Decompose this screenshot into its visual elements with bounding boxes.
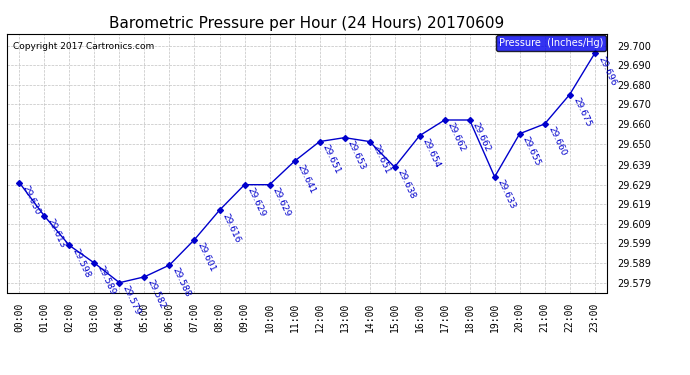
Text: 29.675: 29.675	[571, 96, 593, 128]
Text: 29.651: 29.651	[371, 143, 393, 175]
Text: 29.613: 29.613	[46, 217, 68, 250]
Text: 29.662: 29.662	[471, 122, 493, 154]
Text: 29.641: 29.641	[296, 162, 317, 195]
Text: 29.630: 29.630	[21, 184, 42, 216]
Text: 29.588: 29.588	[171, 267, 193, 299]
Text: 29.589: 29.589	[96, 264, 117, 297]
Text: 29.638: 29.638	[396, 168, 417, 201]
Text: 29.601: 29.601	[196, 241, 217, 273]
Text: 29.633: 29.633	[496, 178, 518, 211]
Legend: Pressure  (Inches/Hg): Pressure (Inches/Hg)	[496, 35, 607, 51]
Text: 29.655: 29.655	[521, 135, 542, 168]
Text: 29.579: 29.579	[121, 284, 142, 316]
Text: 29.651: 29.651	[321, 143, 342, 175]
Text: 29.654: 29.654	[421, 137, 442, 169]
Text: 29.616: 29.616	[221, 211, 242, 244]
Text: 29.582: 29.582	[146, 278, 167, 310]
Text: 29.662: 29.662	[446, 122, 467, 154]
Text: 29.598: 29.598	[71, 247, 92, 279]
Text: Copyright 2017 Cartronics.com: Copyright 2017 Cartronics.com	[13, 42, 154, 51]
Text: 29.653: 29.653	[346, 139, 368, 171]
Title: Barometric Pressure per Hour (24 Hours) 20170609: Barometric Pressure per Hour (24 Hours) …	[110, 16, 504, 31]
Text: 29.629: 29.629	[246, 186, 267, 218]
Text: 29.660: 29.660	[546, 125, 568, 158]
Text: 29.696: 29.696	[596, 55, 618, 87]
Text: 29.629: 29.629	[271, 186, 293, 218]
